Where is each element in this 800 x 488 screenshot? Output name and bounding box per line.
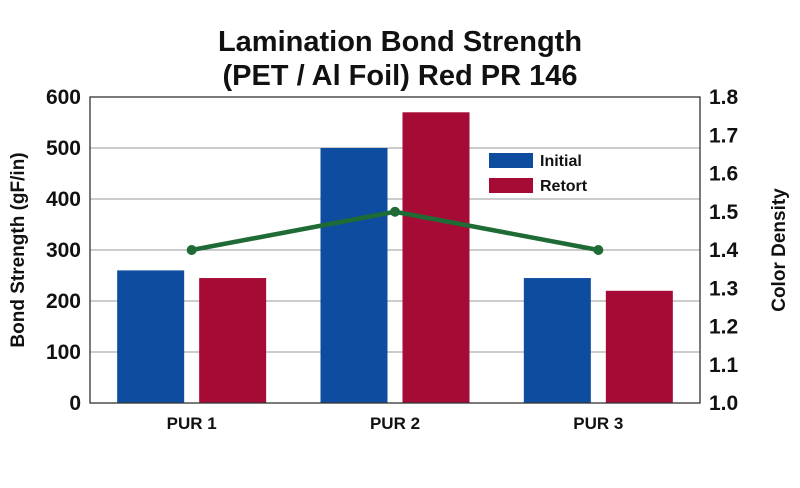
bar-initial-3	[523, 278, 591, 403]
y-axis-label-right: Color Density	[769, 188, 790, 312]
legend-swatch-retort	[489, 178, 533, 193]
y-tick-label-left: 300	[46, 239, 81, 262]
right-axis-ticks: 1.0 1.1 1.2 1.3 1.4 1.5 1.6 1.7 1.8	[709, 86, 739, 415]
x-tick-label: PUR 3	[573, 414, 623, 433]
color-density-point	[593, 245, 604, 255]
left-axis-ticks: 0 100 200 300 400 500 600	[46, 86, 81, 415]
y-tick-label-right: 1.4	[709, 239, 739, 262]
color-density-line	[186, 206, 604, 255]
y-tick-label-right: 1.1	[709, 354, 739, 377]
bar-retort-2	[402, 112, 470, 404]
bar-initial-2	[320, 148, 388, 403]
y-tick-label-left: 400	[46, 188, 81, 211]
bar-retort-1	[199, 278, 267, 403]
y-tick-label-left: 100	[46, 341, 81, 364]
color-density-polyline	[191, 209, 599, 253]
bars	[117, 112, 673, 404]
y-tick-label-right: 1.5	[709, 201, 739, 224]
y-tick-label-right: 1.7	[709, 124, 738, 147]
y-tick-label-left: 500	[46, 137, 81, 160]
legend-label-retort: Retort	[540, 178, 588, 195]
legend-label-initial: Initial	[540, 153, 582, 170]
bar-initial-1	[117, 270, 185, 403]
x-tick-label: PUR 2	[370, 414, 420, 433]
y-tick-label-right: 1.8	[709, 86, 739, 109]
y-tick-label-left: 200	[46, 290, 81, 313]
y-tick-label-left: 600	[46, 86, 81, 109]
y-axis-label-left: Bond Strength (gF/in)	[8, 152, 29, 347]
color-density-point	[186, 245, 197, 255]
color-density-point	[390, 206, 400, 217]
y-tick-label-right: 1.2	[709, 316, 738, 339]
y-tick-label-right: 1.3	[709, 277, 738, 300]
legend-swatch-initial	[489, 153, 533, 168]
y-tick-label-right: 1.6	[709, 163, 738, 186]
y-tick-label-right: 1.0	[709, 392, 738, 415]
plot-frame	[89, 96, 701, 404]
y-tick-label-left: 0	[69, 392, 81, 415]
category-axis-labels: PUR 1 PUR 2 PUR 3	[167, 414, 624, 433]
chart-title-line-2: (PET / Al Foil) Red PR 146	[222, 60, 577, 92]
legend: Initial Retort	[489, 153, 588, 195]
x-tick-label: PUR 1	[167, 414, 217, 433]
chart-title-line-1: Lamination Bond Strength	[218, 26, 582, 58]
bar-retort-3	[605, 290, 673, 403]
